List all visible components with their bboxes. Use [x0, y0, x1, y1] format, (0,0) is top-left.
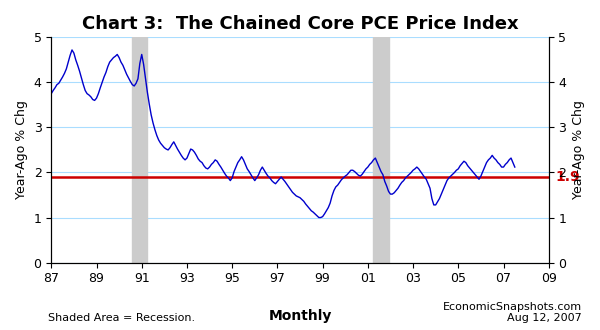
Y-axis label: Year-Ago % Chg: Year-Ago % Chg — [15, 101, 28, 199]
Bar — [373, 37, 389, 263]
Text: Monthly: Monthly — [268, 310, 332, 323]
Title: Chart 3:  The Chained Core PCE Price Index: Chart 3: The Chained Core PCE Price Inde… — [82, 15, 518, 33]
Text: Shaded Area = Recession.: Shaded Area = Recession. — [48, 314, 195, 323]
Y-axis label: Year-Ago % Chg: Year-Ago % Chg — [572, 101, 585, 199]
Bar — [132, 37, 148, 263]
Text: EconomicSnapshots.com
Aug 12, 2007: EconomicSnapshots.com Aug 12, 2007 — [443, 302, 582, 323]
Text: 1.9: 1.9 — [556, 170, 580, 184]
